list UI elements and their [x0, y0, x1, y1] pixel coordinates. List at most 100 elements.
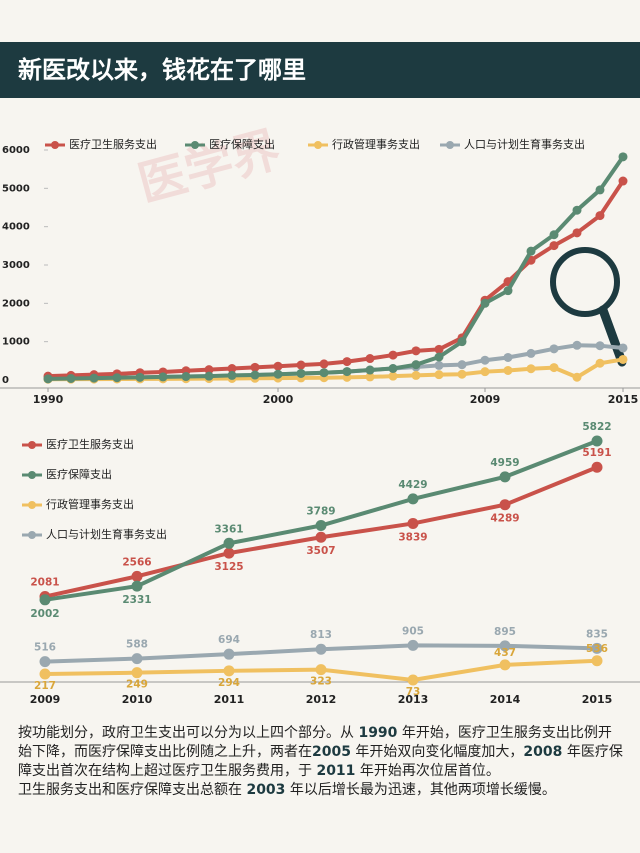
- point: [223, 537, 235, 549]
- x-tick-label: 2000: [263, 393, 294, 406]
- data-label: 694: [218, 634, 240, 646]
- data-label: 905: [402, 625, 424, 637]
- point: [319, 368, 329, 378]
- text-run: 年医疗保障支出首次在结构上超过医疗卫生服务费用，于: [18, 744, 623, 779]
- point: [39, 668, 51, 680]
- paragraph: 按功能划分，政府卫生支出可以分为以上四个部分。从 1990 年开始，医疗卫生服务…: [18, 724, 624, 781]
- point: [411, 370, 421, 380]
- emphasis: 1990: [358, 725, 398, 741]
- point: [434, 352, 444, 362]
- point: [499, 659, 511, 671]
- x-tick-label: 2014: [490, 693, 521, 706]
- text-run: 年开始双向变化幅度加大，: [350, 744, 524, 760]
- point: [526, 348, 536, 358]
- text-run: 年开始再次位居首位。: [355, 763, 500, 779]
- legend-swatch: [446, 141, 454, 149]
- y-tick-label: 0: [2, 375, 9, 386]
- point: [131, 580, 143, 592]
- x-tick-label: 2009: [30, 693, 61, 706]
- point: [181, 372, 191, 382]
- point: [315, 531, 327, 543]
- text-run: 年以后增长最为迅速，其他两项增长缓慢。: [285, 782, 556, 798]
- point: [315, 664, 327, 676]
- data-label: 813: [310, 629, 332, 641]
- point: [572, 340, 582, 350]
- legend-label: 医疗卫生服务支出: [69, 137, 157, 151]
- point: [250, 370, 260, 380]
- emphasis: 2003: [246, 782, 286, 798]
- legend-label: 医疗保障支出: [46, 467, 112, 481]
- point: [89, 373, 99, 383]
- point: [595, 211, 605, 221]
- data-label: 3789: [306, 506, 335, 518]
- point: [549, 230, 559, 240]
- data-label: 4429: [398, 479, 427, 491]
- point: [549, 344, 559, 354]
- point: [112, 373, 122, 383]
- point: [135, 372, 145, 382]
- data-label: 294: [218, 677, 240, 689]
- data-label: 4289: [490, 513, 519, 525]
- point: [66, 373, 76, 383]
- y-tick-label: 4000: [2, 222, 30, 233]
- point: [227, 370, 237, 380]
- point: [43, 374, 53, 384]
- header-title: 新医改以来，钱花在了哪里: [0, 42, 640, 98]
- point: [618, 343, 628, 353]
- x-tick-label: 2012: [306, 693, 337, 706]
- point: [365, 372, 375, 382]
- point: [591, 435, 603, 447]
- legend-label: 行政管理事务支出: [332, 137, 420, 151]
- data-label: 895: [494, 626, 516, 638]
- legend-swatch: [28, 441, 36, 449]
- point: [457, 337, 467, 347]
- data-label: 2331: [122, 594, 151, 606]
- point: [131, 667, 143, 679]
- point: [591, 461, 603, 473]
- point: [595, 358, 605, 368]
- point: [315, 643, 327, 655]
- data-label: 5822: [582, 421, 611, 433]
- point: [407, 674, 419, 686]
- point: [342, 357, 352, 367]
- point: [365, 354, 375, 364]
- legend-swatch: [28, 471, 36, 479]
- point: [223, 547, 235, 559]
- data-label: 217: [34, 680, 56, 692]
- point: [549, 241, 559, 251]
- point: [572, 372, 582, 382]
- point: [227, 364, 237, 373]
- point: [591, 642, 603, 654]
- point: [407, 517, 419, 529]
- point: [407, 493, 419, 505]
- data-label: 4959: [490, 457, 519, 469]
- point: [388, 350, 398, 360]
- point: [434, 360, 444, 370]
- point: [411, 360, 421, 370]
- emphasis: 2008: [523, 744, 563, 760]
- point: [591, 655, 603, 667]
- data-label: 249: [126, 679, 148, 691]
- legend-label: 人口与计划生育事务支出: [46, 527, 167, 541]
- point: [618, 354, 628, 364]
- point: [223, 665, 235, 677]
- point: [503, 286, 513, 296]
- y-tick-label: 3000: [2, 260, 30, 271]
- point: [572, 205, 582, 215]
- x-tick-label: 2013: [398, 693, 429, 706]
- x-tick-label: 1990: [33, 393, 64, 406]
- point: [434, 344, 444, 354]
- data-label: 2002: [30, 608, 59, 620]
- data-label: 588: [126, 639, 148, 651]
- y-tick-label: 2000: [2, 298, 30, 309]
- watermark: 医学界: [132, 121, 286, 212]
- point: [296, 368, 306, 378]
- point: [319, 359, 329, 369]
- y-tick-label: 1000: [2, 337, 30, 348]
- point: [158, 372, 168, 382]
- data-label: 3507: [306, 545, 335, 557]
- y-tick-label: 6000: [2, 145, 30, 156]
- point: [499, 499, 511, 511]
